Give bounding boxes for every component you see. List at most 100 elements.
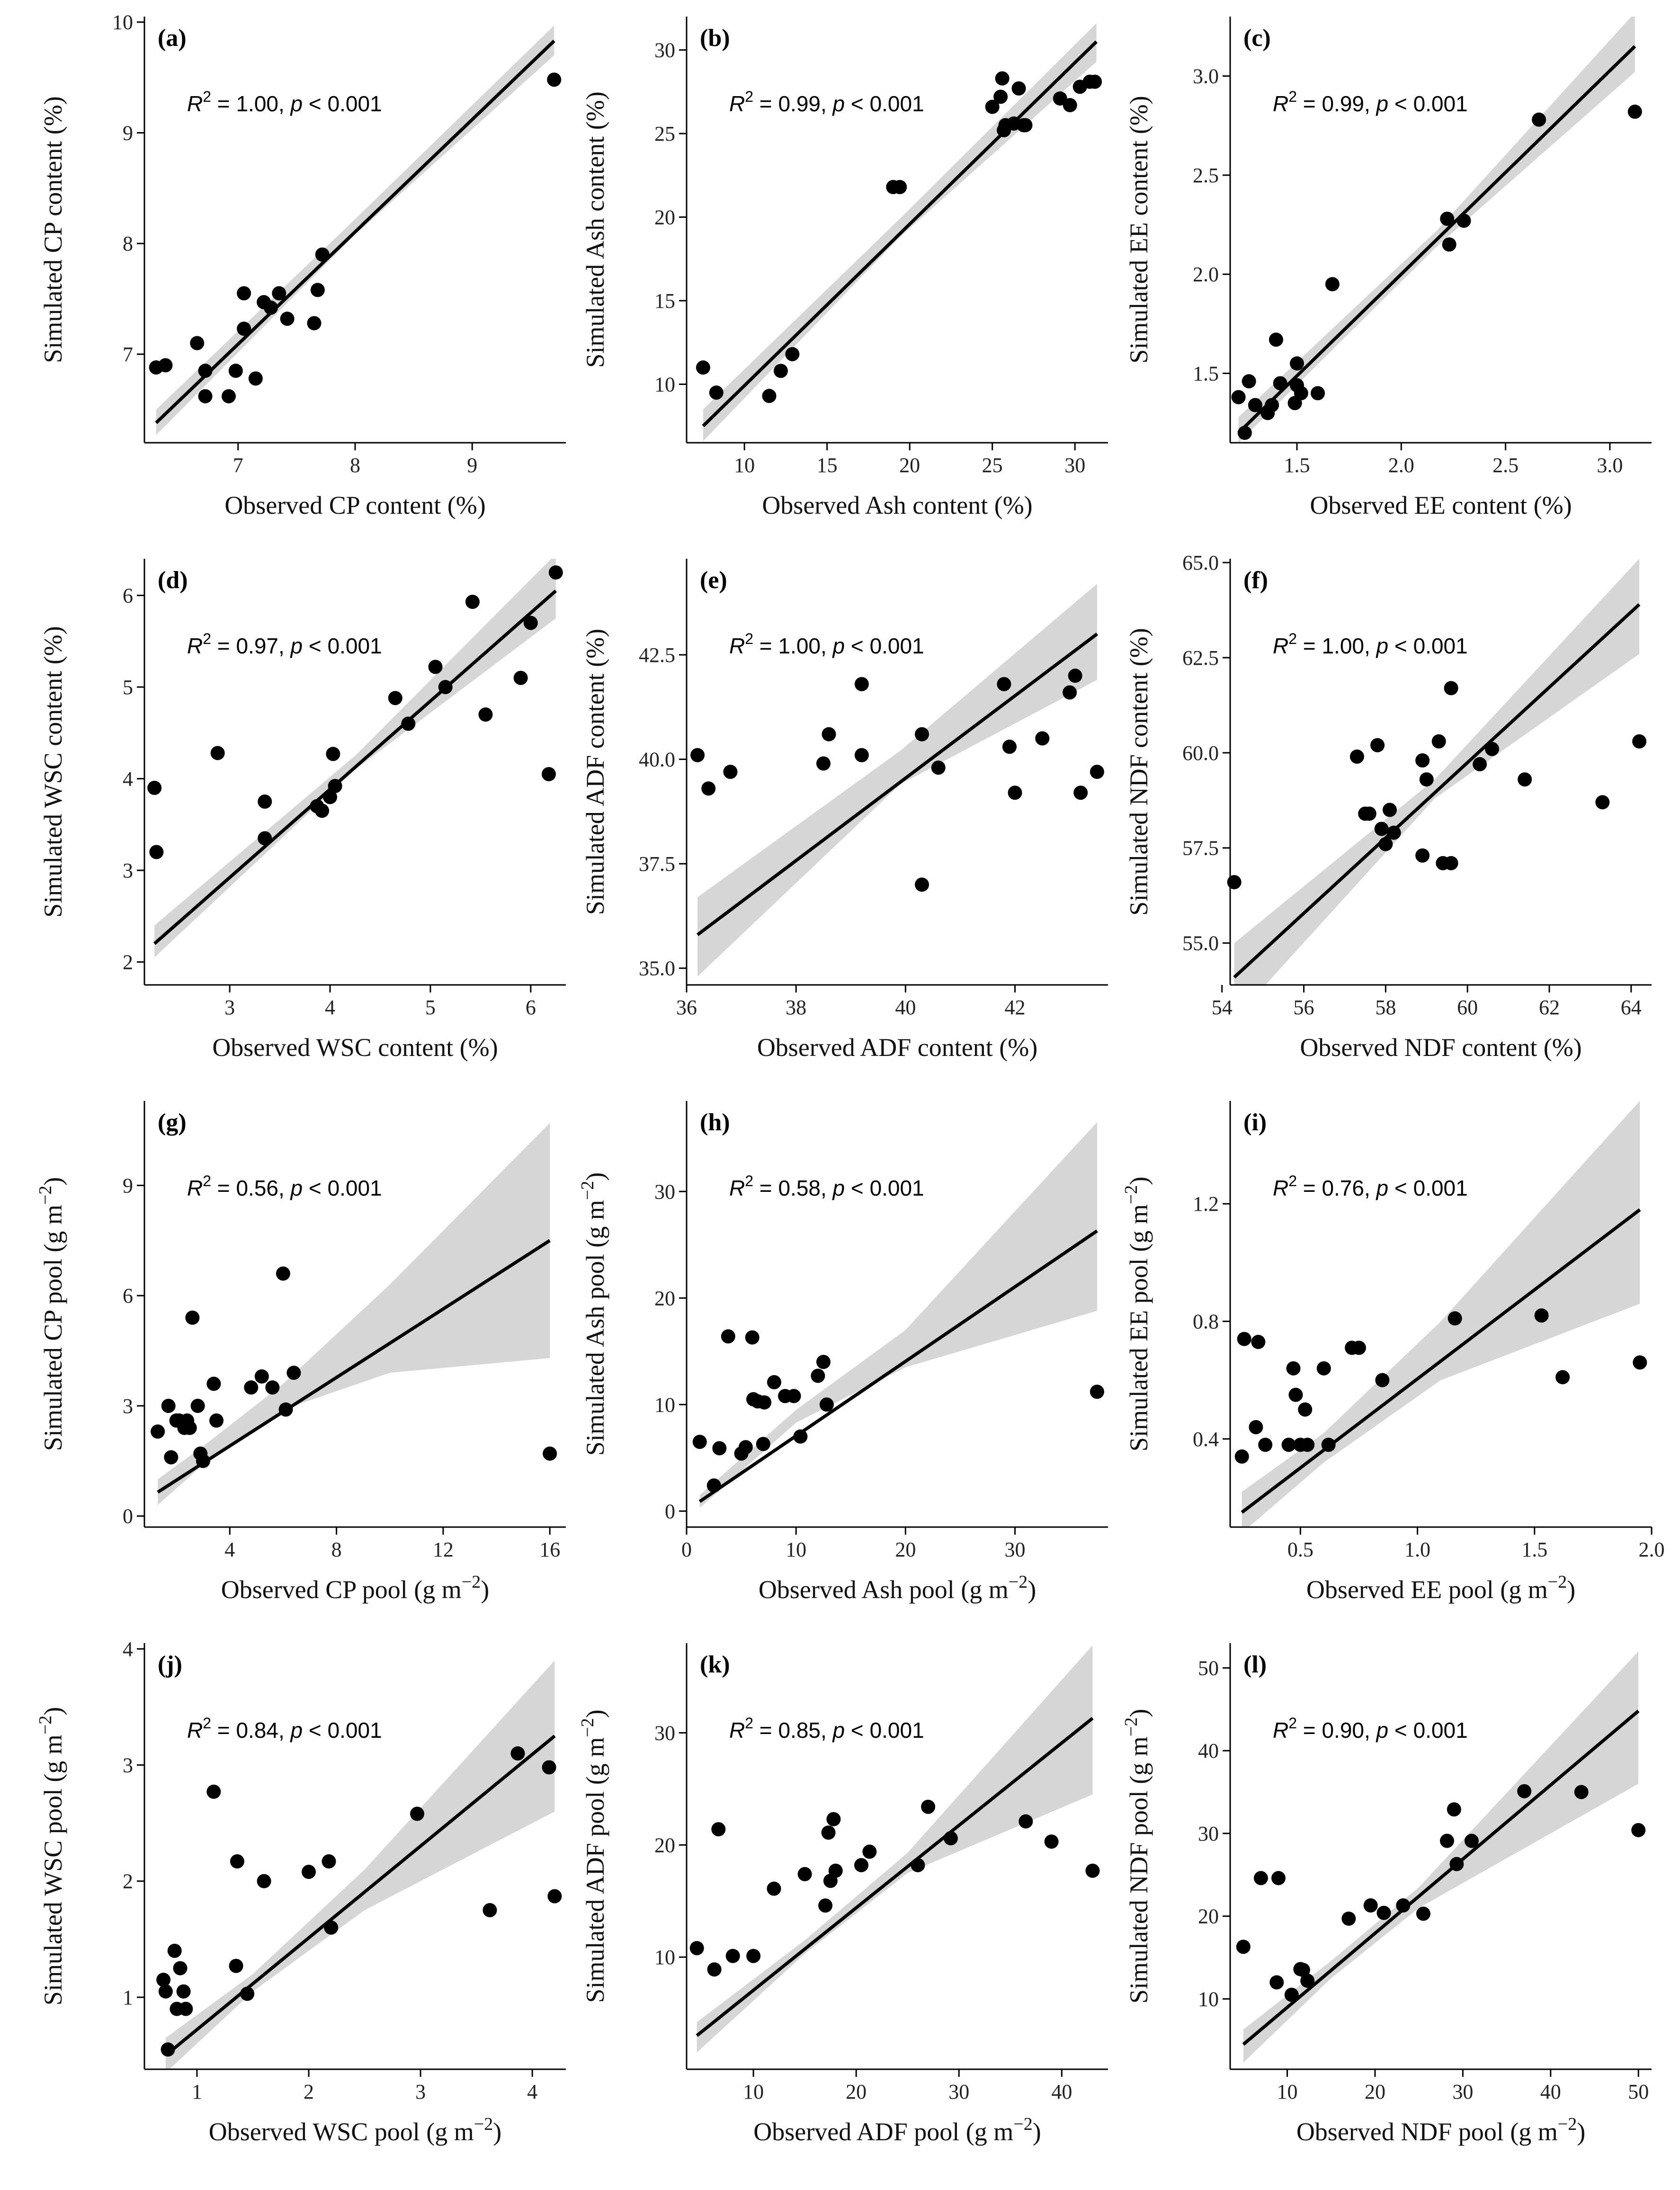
x-tick-label: 3: [224, 996, 235, 1019]
y-tick-label: 20: [654, 206, 675, 229]
regression-line: [702, 40, 1098, 428]
data-point: [931, 760, 946, 775]
y-tick-label: 4: [123, 1637, 133, 1661]
data-point: [156, 1973, 171, 1987]
panel-label: (h): [700, 1109, 730, 1136]
data-point: [921, 1799, 936, 1814]
x-tick-label: 30: [1005, 1538, 1026, 1561]
data-point: [767, 1375, 781, 1389]
x-tick-label: 10: [786, 1538, 806, 1561]
data-point: [821, 1825, 836, 1840]
data-point: [1289, 356, 1304, 371]
y-axis-title: Simulated WSC content (%): [39, 626, 67, 917]
data-point: [1447, 1802, 1461, 1817]
data-point: [248, 371, 263, 386]
x-tick-label: 2: [304, 2080, 314, 2103]
data-point: [179, 2002, 193, 2016]
fit-annotation: R2 = 0.56, p < 0.001: [187, 1172, 382, 1200]
panel-label: (f): [1243, 567, 1268, 594]
data-point: [240, 1986, 255, 2001]
fit-annotation: R2 = 0.97, p < 0.001: [187, 630, 382, 658]
data-point: [943, 1831, 958, 1846]
y-tick-label: 30: [654, 39, 675, 62]
data-point: [1011, 81, 1026, 96]
data-point: [315, 804, 330, 818]
x-tick-label: 0: [681, 1538, 692, 1561]
y-tick-label: 6: [123, 1284, 133, 1307]
data-point: [1374, 822, 1389, 836]
data-point: [1627, 104, 1642, 119]
data-point: [1265, 398, 1279, 412]
x-tick-label: 3.0: [1597, 454, 1623, 477]
data-point: [1073, 786, 1088, 800]
data-point: [785, 347, 800, 361]
data-point: [709, 385, 724, 400]
data-point: [1253, 1871, 1268, 1886]
data-point: [264, 300, 278, 315]
fit-annotation: R2 = 0.90, p < 0.001: [1273, 1715, 1468, 1743]
data-point: [692, 1435, 707, 1449]
x-tick-label: 20: [899, 454, 920, 477]
data-point: [483, 1903, 497, 1918]
data-point: [915, 727, 929, 742]
x-tick-label: 62: [1539, 996, 1560, 1019]
data-point: [1300, 1974, 1315, 1988]
data-point: [254, 1369, 269, 1384]
data-point: [1008, 786, 1022, 800]
data-point: [1341, 1911, 1356, 1926]
y-tick-label: 25: [654, 122, 675, 145]
data-point: [1376, 1905, 1391, 1920]
data-point: [523, 616, 538, 630]
data-point: [1316, 1361, 1331, 1376]
y-axis-title: Simulated CP content (%): [39, 96, 67, 363]
y-tick-label: 30: [654, 1721, 675, 1744]
panel-label: (i): [1243, 1109, 1267, 1136]
data-point: [1439, 1833, 1454, 1848]
data-point: [1002, 740, 1017, 754]
x-axis-title: Observed WSC pool (g m−2): [209, 2114, 501, 2146]
y-axis-title: Simulated WSC pool (g m−2): [36, 1707, 67, 2005]
data-point: [324, 1920, 339, 1935]
y-tick-label: 40.0: [639, 748, 675, 771]
data-point: [689, 1941, 704, 1956]
data-point: [1090, 765, 1104, 779]
data-point: [173, 1961, 188, 1975]
data-point: [1386, 825, 1401, 840]
data-point: [816, 756, 831, 771]
confidence-band: [697, 1645, 1093, 2053]
regression-line: [696, 1716, 1094, 2037]
x-tick-label: 10: [734, 454, 755, 477]
y-tick-label: 20: [1198, 1905, 1219, 1928]
data-point: [995, 71, 1010, 86]
data-point: [176, 1984, 191, 1999]
y-axis-title: Simulated NDF content (%): [1125, 628, 1153, 915]
y-tick-label: 20: [654, 1833, 675, 1857]
x-tick-label: 1: [192, 2080, 202, 2103]
panel-f: 54 56 58 60 62 64 55.0 57.5 60.0 62.5 65.0 (f) R2 = …: [1125, 551, 1652, 1062]
data-point: [1442, 237, 1457, 252]
panel-label: (a): [158, 25, 187, 52]
data-point: [278, 1402, 293, 1417]
data-point: [811, 1368, 825, 1383]
data-point: [244, 1380, 259, 1395]
x-tick-label: 38: [786, 996, 806, 1019]
data-point: [1237, 1332, 1251, 1346]
x-tick-label: 40: [895, 996, 916, 1019]
data-point: [151, 1424, 165, 1439]
data-point: [1631, 1823, 1646, 1837]
data-point: [1485, 742, 1500, 756]
x-tick-label: 8: [331, 1538, 342, 1561]
x-tick-label: 30: [1452, 2080, 1473, 2103]
x-tick-label: 36: [676, 996, 697, 1019]
data-point: [818, 1898, 833, 1913]
data-point: [428, 660, 443, 674]
y-tick-label: 10: [654, 373, 675, 396]
y-tick-label: 0: [665, 1500, 675, 1523]
x-tick-label: 2.0: [1388, 454, 1414, 477]
x-axis-title: Observed Ash content (%): [762, 491, 1032, 519]
data-point: [1440, 211, 1455, 226]
panel-d: 3 4 5 6 2 3 4 5 6 (d) R2 = 0.97, p < 0.001 Observed…: [39, 559, 566, 1062]
fit-annotation: R2 = 0.99, p < 0.001: [729, 88, 924, 116]
data-point: [161, 2042, 175, 2057]
data-point: [209, 1413, 224, 1428]
